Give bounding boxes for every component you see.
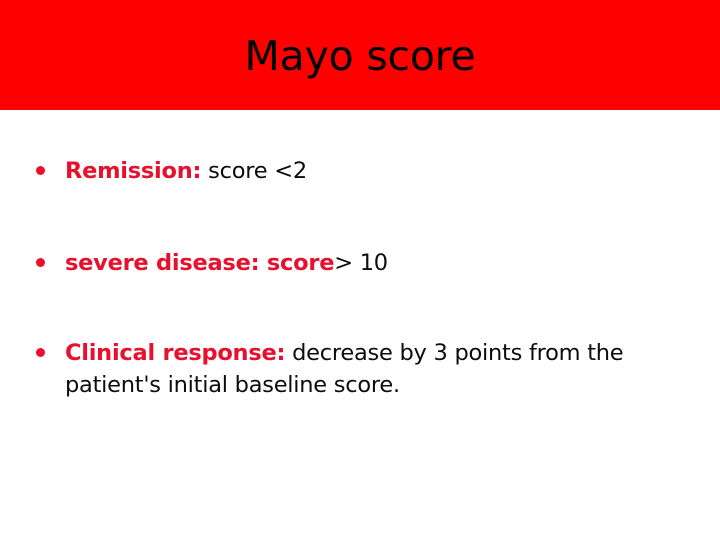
slide-body: Remission: score <2 severe disease: scor… (0, 110, 720, 540)
list-item-lead: severe disease: score (65, 250, 335, 276)
bullet-dot-icon (36, 166, 45, 175)
list-item: Remission: score <2 (36, 155, 696, 187)
title-banner: Mayo score (0, 0, 720, 110)
bullet-dot-icon (36, 258, 45, 267)
list-item: severe disease: score> 10 (36, 247, 696, 279)
list-item-lead: Clinical response: (65, 340, 286, 366)
list-item-text: severe disease: score> 10 (45, 247, 696, 279)
list-item-rest: > 10 (334, 250, 388, 276)
list-item-text: Clinical response: decrease by 3 points … (45, 337, 696, 401)
list-item-rest: score <2 (201, 158, 307, 184)
page-title: Mayo score (244, 31, 476, 80)
list-item-text: Remission: score <2 (45, 155, 696, 187)
list-item-rest: decrease by 3 points from the patient's … (65, 340, 624, 398)
bullet-dot-icon (36, 348, 45, 357)
list-item-lead: Remission: (65, 158, 202, 184)
list-item: Clinical response: decrease by 3 points … (36, 337, 696, 401)
